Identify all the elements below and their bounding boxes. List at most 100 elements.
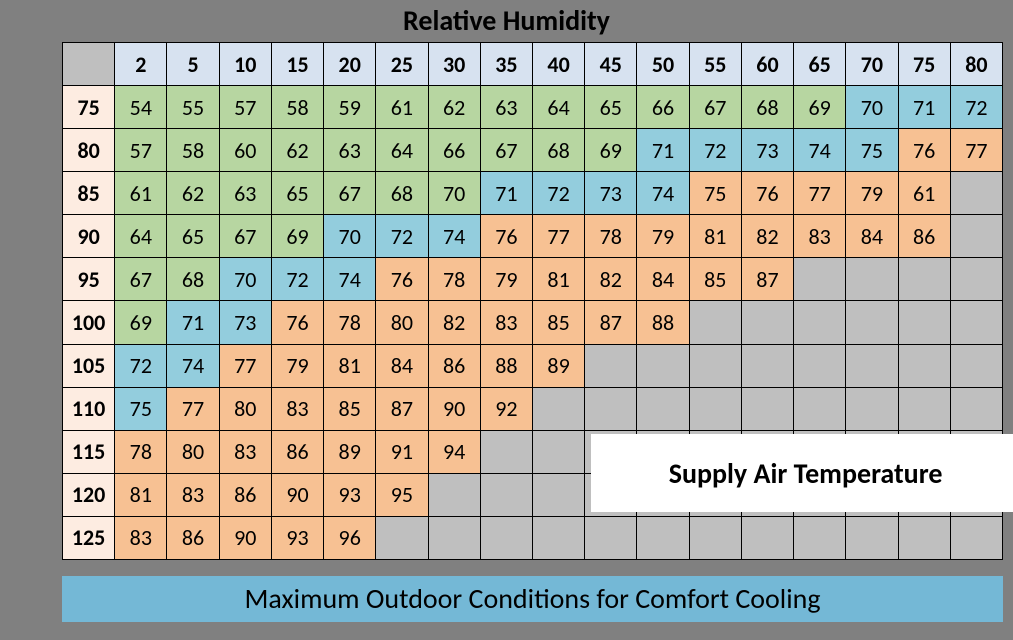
data-cell — [794, 516, 846, 559]
data-cell — [480, 430, 532, 473]
data-cell: 65 — [585, 86, 637, 129]
data-cell — [741, 516, 793, 559]
data-cell — [898, 344, 950, 387]
data-cell: 70 — [428, 172, 480, 215]
data-cell: 77 — [532, 215, 584, 258]
data-cell: 78 — [324, 301, 376, 344]
data-cell: 78 — [115, 430, 167, 473]
col-header: 20 — [324, 43, 376, 86]
data-cell — [428, 516, 480, 559]
data-cell: 79 — [271, 344, 323, 387]
data-cell: 68 — [532, 129, 584, 172]
data-cell — [898, 516, 950, 559]
data-cell: 89 — [532, 344, 584, 387]
data-cell: 60 — [219, 129, 271, 172]
data-cell — [741, 387, 793, 430]
data-cell: 82 — [428, 301, 480, 344]
data-cell — [741, 344, 793, 387]
data-cell: 59 — [324, 86, 376, 129]
data-cell: 69 — [794, 86, 846, 129]
data-cell: 58 — [167, 129, 219, 172]
data-cell — [846, 387, 898, 430]
data-cell: 66 — [428, 129, 480, 172]
data-cell: 73 — [585, 172, 637, 215]
data-cell: 64 — [376, 129, 428, 172]
data-cell — [532, 516, 584, 559]
data-cell: 90 — [271, 473, 323, 516]
data-cell: 86 — [167, 516, 219, 559]
row-header: 75 — [63, 86, 115, 129]
data-cell: 73 — [219, 301, 271, 344]
col-header: 50 — [637, 43, 689, 86]
data-cell: 80 — [167, 430, 219, 473]
data-cell: 69 — [585, 129, 637, 172]
data-cell — [794, 344, 846, 387]
data-cell: 72 — [950, 86, 1002, 129]
col-header: 35 — [480, 43, 532, 86]
data-cell: 77 — [167, 387, 219, 430]
col-header: 15 — [271, 43, 323, 86]
data-cell: 67 — [219, 215, 271, 258]
data-cell: 70 — [846, 86, 898, 129]
data-cell: 72 — [271, 258, 323, 301]
data-cell: 67 — [689, 86, 741, 129]
data-cell: 71 — [167, 301, 219, 344]
data-cell — [637, 516, 689, 559]
data-cell: 85 — [532, 301, 584, 344]
data-cell: 68 — [741, 86, 793, 129]
data-cell: 61 — [376, 86, 428, 129]
col-header: 80 — [950, 43, 1002, 86]
data-cell: 83 — [794, 215, 846, 258]
data-cell: 75 — [115, 387, 167, 430]
caption-bar: Maximum Outdoor Conditions for Comfort C… — [62, 576, 1003, 622]
data-cell: 64 — [532, 86, 584, 129]
col-header: 70 — [846, 43, 898, 86]
data-cell: 77 — [794, 172, 846, 215]
data-cell: 71 — [637, 129, 689, 172]
data-cell — [480, 473, 532, 516]
data-cell: 92 — [480, 387, 532, 430]
data-cell: 82 — [585, 258, 637, 301]
data-cell: 87 — [376, 387, 428, 430]
data-cell: 85 — [324, 387, 376, 430]
data-cell — [898, 301, 950, 344]
data-cell: 90 — [219, 516, 271, 559]
col-header: 65 — [794, 43, 846, 86]
data-cell — [794, 387, 846, 430]
data-cell: 58 — [271, 86, 323, 129]
data-cell: 80 — [219, 387, 271, 430]
data-cell: 71 — [898, 86, 950, 129]
data-cell: 79 — [480, 258, 532, 301]
data-cell — [689, 516, 741, 559]
data-cell: 83 — [167, 473, 219, 516]
data-cell — [794, 301, 846, 344]
data-cell — [480, 516, 532, 559]
data-cell: 63 — [324, 129, 376, 172]
data-cell: 55 — [167, 86, 219, 129]
data-cell: 70 — [324, 215, 376, 258]
row-header: 105 — [63, 344, 115, 387]
data-cell — [585, 516, 637, 559]
data-cell — [898, 258, 950, 301]
data-cell: 83 — [271, 387, 323, 430]
data-cell: 96 — [324, 516, 376, 559]
data-cell: 67 — [480, 129, 532, 172]
data-cell: 81 — [324, 344, 376, 387]
data-cell: 78 — [428, 258, 480, 301]
data-cell — [846, 344, 898, 387]
data-cell: 77 — [950, 129, 1002, 172]
data-cell: 87 — [585, 301, 637, 344]
data-cell: 81 — [689, 215, 741, 258]
corner-cell — [63, 43, 115, 86]
data-cell: 62 — [271, 129, 323, 172]
data-cell — [846, 258, 898, 301]
col-header: 10 — [219, 43, 271, 86]
data-cell: 54 — [115, 86, 167, 129]
row-header: 100 — [63, 301, 115, 344]
data-cell — [428, 473, 480, 516]
data-cell: 84 — [637, 258, 689, 301]
data-cell — [898, 387, 950, 430]
data-cell: 78 — [585, 215, 637, 258]
data-cell: 82 — [741, 215, 793, 258]
data-cell — [637, 344, 689, 387]
